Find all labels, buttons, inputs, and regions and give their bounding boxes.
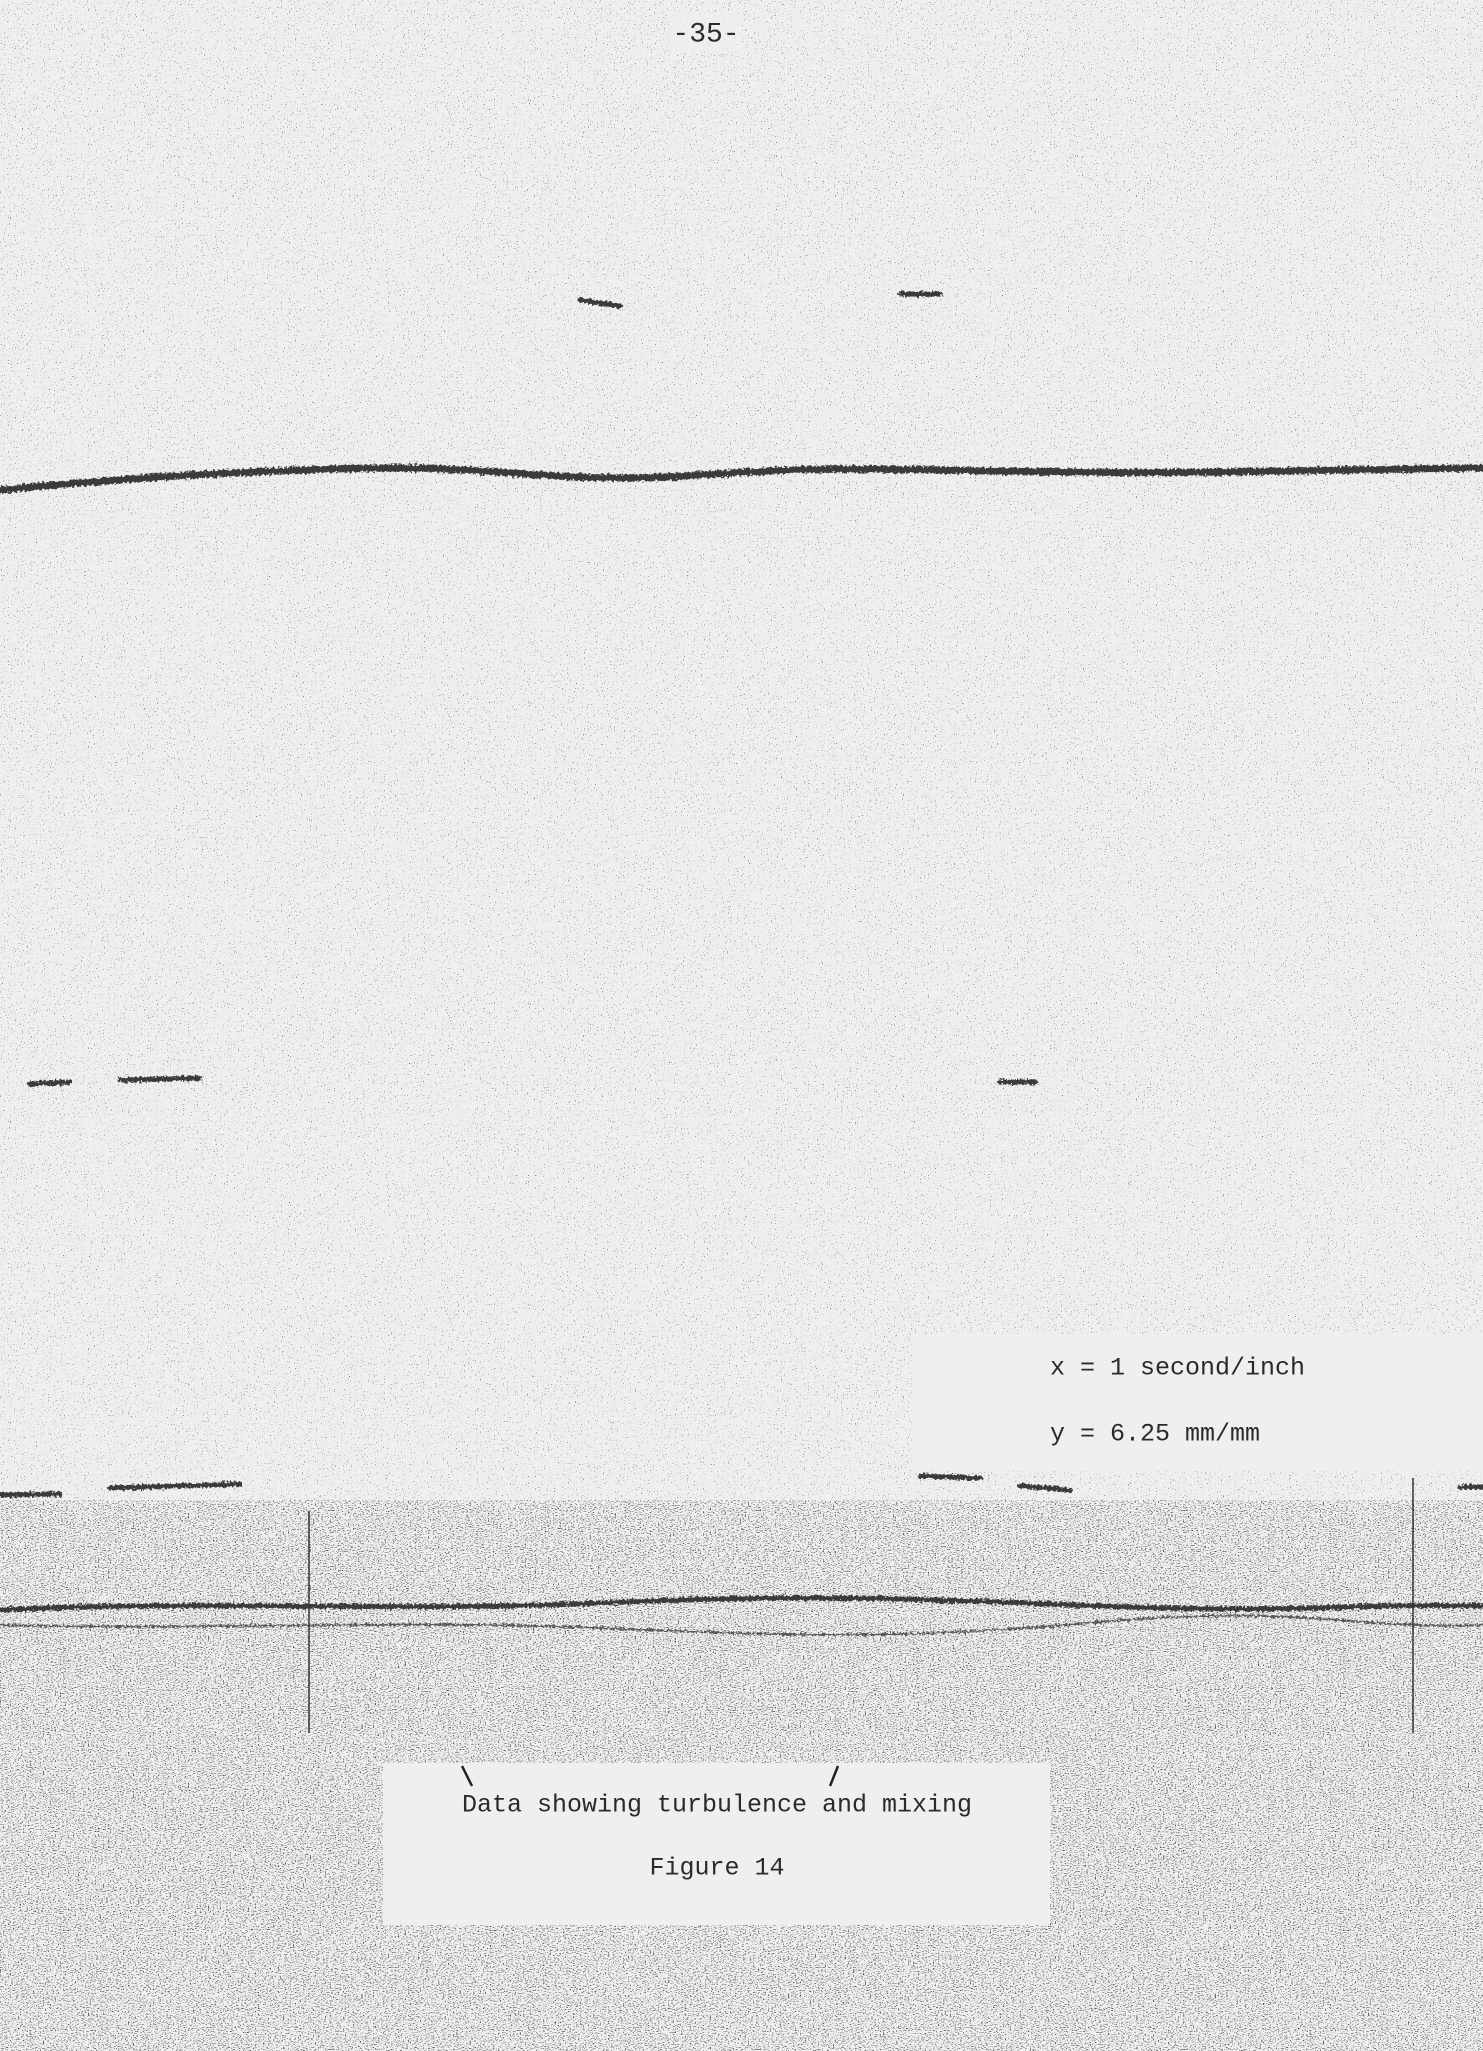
figure-label: Figure 14 [649, 1854, 784, 1883]
echogram-noise [0, 0, 1483, 1500]
page: x = 1 second/inch y = 6.25 mm/mm Data sh… [0, 0, 1483, 2051]
page-number: -35- [672, 19, 739, 50]
figure-caption: Data showing turbulence and mixing [462, 1791, 972, 1820]
scale-annotation: y = 6.25 mm/mm [1050, 1420, 1260, 1449]
scale-annotation: x = 1 second/inch [1050, 1354, 1305, 1383]
caption-box [383, 1763, 1050, 1925]
scanned-page: x = 1 second/inch y = 6.25 mm/mm Data sh… [0, 0, 1483, 2051]
